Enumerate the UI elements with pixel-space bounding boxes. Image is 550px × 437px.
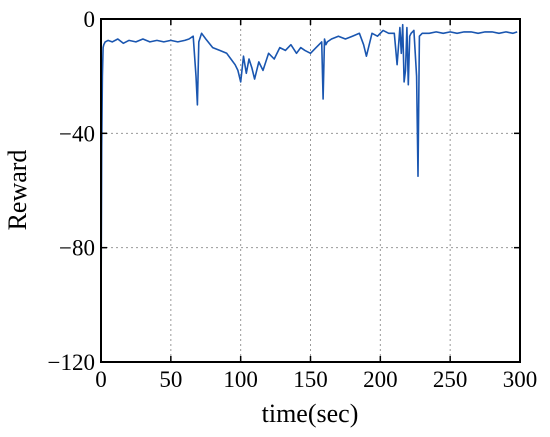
x-tick-label: 50 [159, 367, 182, 392]
reward-series-line [100, 23, 518, 320]
y-tick-label: −40 [59, 121, 95, 146]
tick-labels: 0 50 100 150 200 250 300 0 −40 −80 −120 [48, 7, 538, 392]
x-tick-label: 200 [363, 367, 398, 392]
axis-ticks [100, 18, 521, 363]
y-tick-label: −120 [48, 350, 95, 375]
x-tick-label: 150 [293, 367, 328, 392]
x-tick-label: 300 [503, 367, 538, 392]
x-axis-label: time(sec) [262, 399, 359, 428]
x-tick-label: 250 [433, 367, 468, 392]
y-tick-label: 0 [84, 7, 96, 32]
series-group [100, 23, 518, 320]
grid-lines [101, 19, 520, 362]
x-tick-label: 0 [95, 367, 107, 392]
y-tick-label: −80 [59, 236, 95, 261]
x-tick-label: 100 [223, 367, 258, 392]
y-axis-label: Reward [3, 150, 32, 231]
